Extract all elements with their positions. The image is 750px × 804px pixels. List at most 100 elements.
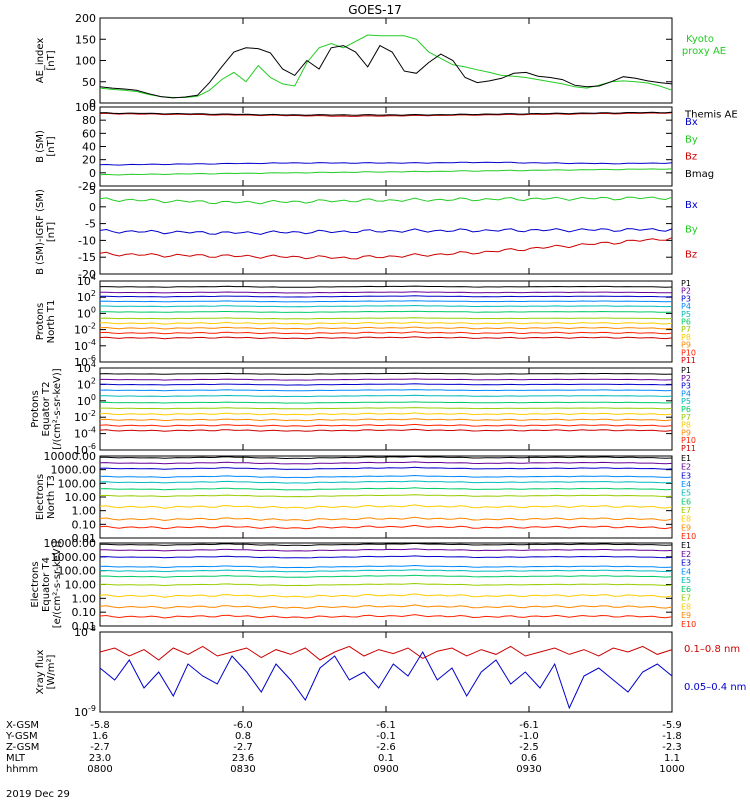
tick-label: 100.00 bbox=[58, 565, 97, 578]
channel-label: E8 bbox=[681, 602, 691, 611]
tick-label: 100 bbox=[75, 101, 96, 114]
footer-value: -2.6 bbox=[376, 742, 396, 753]
tick-label: 0.10 bbox=[72, 518, 97, 531]
channel-line-e5 bbox=[99, 569, 673, 573]
channel-label: P9 bbox=[681, 428, 691, 437]
channel-label: P4 bbox=[681, 389, 691, 398]
tick-label: 0.10 bbox=[72, 606, 97, 619]
y-axis-label: Electrons bbox=[35, 474, 46, 520]
legend-label: Bz bbox=[685, 152, 697, 163]
footer-value: 0.6 bbox=[521, 753, 537, 764]
chart-panel-3: B (SM)-IGRF (SM) [nT] -20 -15 -10 -5 0 5 Bx By Bz bbox=[35, 184, 698, 281]
tick-label: 10-4 bbox=[74, 426, 96, 441]
channel-label: E6 bbox=[681, 585, 691, 594]
channel-label: P4 bbox=[681, 302, 691, 311]
channel-label: E7 bbox=[681, 506, 691, 515]
channel-line-e2 bbox=[99, 548, 673, 552]
footer-value: -1.0 bbox=[519, 731, 539, 742]
chart-panel-6: Electrons North T3 0.010.101.0010.00100.00… bbox=[35, 450, 696, 545]
channel-label: P8 bbox=[681, 333, 691, 342]
tick-label: -20 bbox=[78, 180, 96, 193]
channel-line-e3 bbox=[99, 555, 673, 559]
legend-label: Bx bbox=[685, 200, 698, 211]
channel-label: P10 bbox=[681, 436, 696, 445]
legend-label: 0.1–0.8 nm bbox=[684, 644, 740, 655]
channel-label: E10 bbox=[681, 532, 696, 541]
tick-label: -5 bbox=[85, 218, 96, 231]
channel-label: E8 bbox=[681, 515, 691, 524]
channel-line-p10 bbox=[99, 423, 673, 427]
footer-value: 0.1 bbox=[378, 753, 394, 764]
tick-label: 10000.00 bbox=[44, 450, 97, 463]
channel-label: P5 bbox=[681, 397, 691, 406]
channel-line-p7 bbox=[99, 317, 673, 320]
channel-line-p9 bbox=[99, 326, 673, 330]
tick-label: 100 bbox=[75, 55, 96, 68]
tick-label: 102 bbox=[77, 376, 96, 391]
channel-line-e6 bbox=[99, 487, 673, 491]
channel-label: P2 bbox=[681, 374, 691, 383]
channel-line-e4 bbox=[99, 564, 673, 569]
channel-line-p3 bbox=[100, 295, 673, 298]
channel-label: P7 bbox=[681, 325, 691, 334]
footer-value: -0.1 bbox=[376, 731, 396, 742]
panel-frame bbox=[99, 631, 673, 713]
footer-value: -1.8 bbox=[662, 731, 682, 742]
series-line-by bbox=[99, 196, 673, 205]
series-line-xray-1 bbox=[99, 650, 673, 710]
y-axis-label: Xray flux bbox=[35, 650, 46, 695]
footer-value: -6.1 bbox=[519, 720, 539, 731]
series-line-kyoto bbox=[99, 34, 673, 98]
legend-label: Bx bbox=[685, 117, 698, 128]
footer-value: -6.1 bbox=[376, 720, 396, 731]
channel-label: E5 bbox=[681, 576, 691, 585]
channel-label: E3 bbox=[681, 559, 691, 568]
channel-label: P11 bbox=[681, 356, 696, 365]
channel-line-p5 bbox=[100, 394, 673, 398]
tick-label: 10-8 bbox=[74, 624, 96, 639]
series-line-themis-ae bbox=[99, 44, 673, 99]
channel-label: P6 bbox=[681, 318, 691, 327]
channel-label: E9 bbox=[681, 611, 691, 620]
channel-line-p11 bbox=[99, 336, 673, 340]
footer-row-label: Y-GSM bbox=[5, 731, 38, 742]
channel-label: P8 bbox=[681, 421, 691, 430]
tick-label: 1000.00 bbox=[51, 464, 97, 477]
legend-label: Themis AE bbox=[684, 110, 738, 121]
channel-label: E2 bbox=[681, 463, 691, 472]
y-axis-label: North T1 bbox=[46, 300, 57, 344]
tick-label: 0 bbox=[89, 97, 96, 110]
footer-value: -5.8 bbox=[90, 720, 110, 731]
y-axis-label: [e/(cm²-s-sr-keV)] bbox=[52, 541, 63, 629]
tick-label: 1000.00 bbox=[51, 551, 97, 564]
channel-label: E9 bbox=[681, 523, 691, 532]
channel-line-p11 bbox=[99, 428, 673, 432]
channel-label: P1 bbox=[681, 279, 691, 288]
tick-label: 100.00 bbox=[58, 477, 97, 490]
channel-label: P11 bbox=[681, 444, 696, 453]
footer-value: 23.0 bbox=[89, 753, 111, 764]
footer-value: -2.3 bbox=[662, 742, 682, 753]
tick-label: 0.01 bbox=[72, 620, 97, 633]
footer-row-label: Z-GSM bbox=[6, 742, 39, 753]
legend-label: Bmag bbox=[685, 169, 714, 180]
footer-row-label: X-GSM bbox=[6, 720, 39, 731]
tick-label: 80 bbox=[82, 114, 96, 127]
series-line-bz bbox=[99, 112, 673, 117]
tick-label: 10-9 bbox=[74, 704, 96, 719]
channel-line-e9 bbox=[99, 604, 673, 609]
y-axis-label: [nT] bbox=[46, 222, 57, 242]
channel-label: E4 bbox=[681, 567, 691, 576]
channel-line-e9 bbox=[99, 516, 673, 522]
footer-value: 0930 bbox=[516, 764, 541, 775]
channel-label: P1 bbox=[681, 366, 691, 375]
series-line-bmag bbox=[99, 111, 673, 116]
footer-value: 0830 bbox=[230, 764, 255, 775]
tick-label: 104 bbox=[77, 273, 96, 288]
y-axis-label: B (SM)-IGRF (SM) bbox=[35, 189, 46, 275]
y-axis-label: [/(cm²-s-sr-keV)] bbox=[52, 368, 63, 449]
footer-value: -2.7 bbox=[233, 742, 253, 753]
channel-label: E3 bbox=[681, 471, 691, 480]
